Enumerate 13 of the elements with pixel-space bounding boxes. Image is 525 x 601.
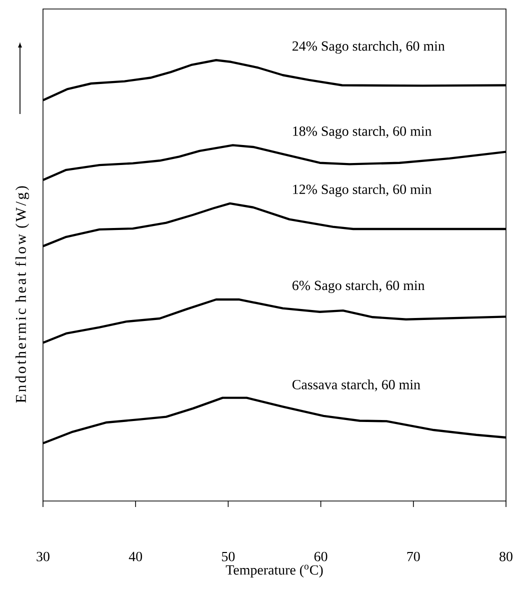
x-tick-label: 70 <box>407 552 420 562</box>
x-tick-label: 80 <box>500 552 512 562</box>
x-tick-label: 60 <box>314 552 328 562</box>
x-tick-label: 40 <box>128 552 142 562</box>
series-label: 24% Sago starchch, 60 min <box>292 40 445 54</box>
x-tick-label: 50 <box>222 552 235 562</box>
x-tick-label: 30 <box>36 552 50 562</box>
series-label: 18% Sago starch, 60 min <box>293 126 432 139</box>
x-axis-title: Temperature ($^{o}$C) <box>226 564 323 578</box>
series-label: 12% Sago starch, 60 min <box>293 184 432 197</box>
series-label: Cassava starch, 60 min <box>292 380 420 392</box>
y-axis-title: Endothermic heat flow (W/g) <box>15 186 30 403</box>
series-label: 6% Sago starch, 60 min <box>292 280 425 294</box>
